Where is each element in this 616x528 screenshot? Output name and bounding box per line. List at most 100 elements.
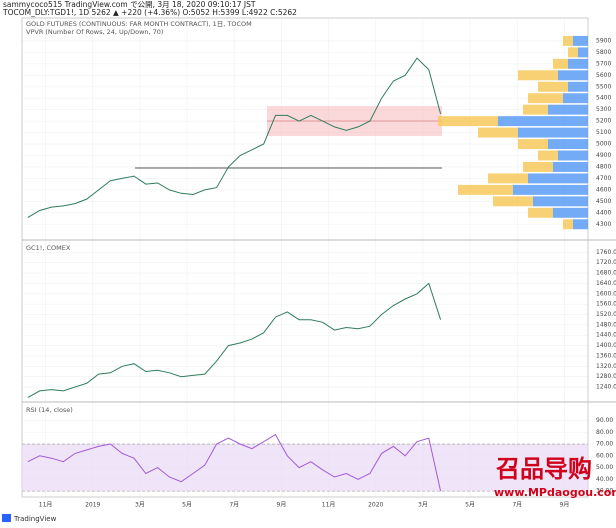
y-tick-label: 80.00 bbox=[596, 429, 613, 436]
price-line bbox=[27, 433, 442, 492]
y-tick-label: 1360.0 bbox=[596, 352, 616, 359]
pane-title: RSI (14, close) bbox=[26, 406, 73, 414]
y-tick-label: 5200 bbox=[596, 118, 611, 125]
vpvr-up bbox=[498, 116, 588, 127]
y-tick-label: 1400.0 bbox=[596, 342, 616, 349]
y-tick-label: 4900 bbox=[596, 152, 611, 159]
y-tick-label: 90.00 bbox=[596, 417, 613, 424]
vpvr-up bbox=[553, 207, 588, 218]
vpvr-down bbox=[528, 207, 553, 218]
x-tick-label: 2020 bbox=[368, 502, 383, 509]
y-tick-label: 5800 bbox=[596, 49, 611, 56]
y-tick-label: 1760.0 bbox=[596, 249, 616, 256]
y-tick-label: 1480.0 bbox=[596, 321, 616, 328]
vpvr-down bbox=[523, 104, 548, 115]
y-tick-label: 5600 bbox=[596, 72, 611, 79]
vpvr-up bbox=[533, 196, 588, 207]
y-tick-label: 1520.0 bbox=[596, 311, 616, 318]
y-tick-label: 1240.0 bbox=[596, 384, 616, 391]
vpvr-up bbox=[573, 219, 588, 230]
x-tick-label: 2019 bbox=[85, 502, 100, 509]
vpvr-down bbox=[538, 81, 568, 92]
price-line bbox=[27, 282, 442, 398]
x-tick-label: 3月 bbox=[418, 502, 428, 509]
y-tick-label: 4600 bbox=[596, 186, 611, 193]
y-tick-label: 1280.0 bbox=[596, 373, 616, 380]
rsi-band bbox=[22, 444, 588, 492]
y-tick-label: 40.00 bbox=[596, 476, 613, 483]
y-tick-label: 1680.0 bbox=[596, 270, 616, 277]
vpvr-down bbox=[528, 93, 563, 104]
pane-subtitle: VPVR (Number Of Rows, 24, Up/Down, 70) bbox=[26, 28, 163, 36]
y-tick-label: 60.00 bbox=[596, 452, 613, 459]
vpvr-down bbox=[493, 196, 533, 207]
y-tick-label: 4700 bbox=[596, 175, 611, 182]
vpvr-down bbox=[518, 139, 548, 150]
x-tick-label: 7月 bbox=[229, 502, 239, 509]
y-tick-label: 5900 bbox=[596, 37, 611, 44]
vpvr-down bbox=[523, 161, 553, 172]
pane-title: GC1!, COMEX bbox=[26, 244, 71, 252]
y-tick-label: 5300 bbox=[596, 106, 611, 113]
vpvr-up bbox=[568, 81, 588, 92]
vpvr-up bbox=[518, 127, 588, 138]
vpvr-up bbox=[548, 139, 588, 150]
vpvr-up bbox=[578, 47, 588, 58]
vpvr-down bbox=[488, 173, 528, 184]
y-tick-label: 5700 bbox=[596, 60, 611, 67]
vpvr-up bbox=[548, 104, 588, 115]
frame bbox=[21, 17, 589, 498]
y-tick-label: 4300 bbox=[596, 221, 611, 228]
x-tick-label: 5月 bbox=[465, 502, 475, 509]
vpvr-up bbox=[568, 58, 588, 69]
y-tick-label: 5000 bbox=[596, 141, 611, 148]
vpvr-up bbox=[558, 70, 588, 81]
watermark-url: www.MPdaogou.com bbox=[494, 486, 616, 499]
y-tick-label: 1640.0 bbox=[596, 280, 616, 287]
vpvr-up bbox=[528, 173, 588, 184]
brand: TradingView bbox=[13, 515, 57, 523]
vpvr-up bbox=[573, 35, 588, 46]
x-tick-label: 5月 bbox=[182, 502, 192, 509]
y-tick-label: 4800 bbox=[596, 163, 611, 170]
y-tick-label: 1320.0 bbox=[596, 363, 616, 370]
vpvr-down bbox=[478, 127, 518, 138]
watermark-name: 召品导购 bbox=[495, 455, 592, 483]
y-tick-label: 4500 bbox=[596, 198, 611, 205]
y-tick-label: 70.00 bbox=[596, 441, 613, 448]
vpvr-down bbox=[563, 35, 573, 46]
y-tick-label: 30.00 bbox=[596, 488, 613, 495]
vpvr-down bbox=[458, 184, 513, 195]
vpvr-down bbox=[563, 219, 573, 230]
x-tick-label: 9月 bbox=[277, 502, 287, 509]
y-tick-label: 5500 bbox=[596, 83, 611, 90]
vpvr-up bbox=[553, 161, 588, 172]
y-tick-label: 1440.0 bbox=[596, 332, 616, 339]
vpvr-up bbox=[558, 150, 588, 161]
y-tick-label: 50.00 bbox=[596, 464, 613, 471]
brand-logo bbox=[2, 514, 11, 522]
y-tick-label: 5100 bbox=[596, 129, 611, 136]
y-tick-label: 5400 bbox=[596, 95, 611, 102]
pane-title: GOLD FUTURES (CONTINUOUS: FAR MONTH CONT… bbox=[26, 20, 252, 28]
vpvr-down bbox=[568, 47, 578, 58]
x-tick-label: 11月 bbox=[39, 502, 53, 509]
vpvr-down bbox=[538, 150, 558, 161]
header-line: sammycoco515 TradingView.com で公開, 3月 18,… bbox=[3, 0, 256, 9]
x-tick-label: 3月 bbox=[135, 502, 145, 509]
y-tick-label: 1560.0 bbox=[596, 301, 616, 308]
x-tick-label: 9月 bbox=[560, 502, 570, 509]
vpvr-down bbox=[518, 70, 558, 81]
y-tick-label: 1600.0 bbox=[596, 290, 616, 297]
vpvr-down bbox=[438, 116, 498, 127]
vpvr-up bbox=[513, 184, 588, 195]
x-tick-label: 11月 bbox=[322, 502, 336, 509]
y-tick-label: 1720.0 bbox=[596, 259, 616, 266]
x-tick-label: 7月 bbox=[512, 502, 522, 509]
vpvr-up bbox=[563, 93, 588, 104]
price-line bbox=[27, 57, 442, 218]
header-line: TOCOM_DLY:TGD1!, 1D 5262 ▲ +220 (+4.36%)… bbox=[2, 8, 297, 17]
y-tick-label: 4400 bbox=[596, 209, 611, 216]
